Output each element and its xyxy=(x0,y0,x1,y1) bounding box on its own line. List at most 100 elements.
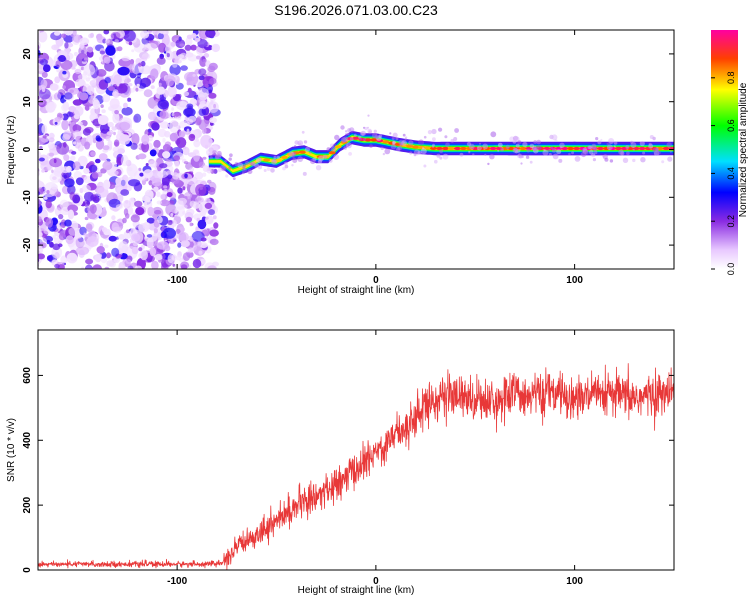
noise-speck xyxy=(34,137,38,141)
ridge-halo-speck xyxy=(392,132,398,138)
ridge-peak xyxy=(328,151,336,155)
noise-speck xyxy=(38,150,42,160)
noise-speck xyxy=(182,186,186,191)
ridge-halo-speck xyxy=(234,161,239,167)
noise-speck xyxy=(33,152,38,157)
noise-speck xyxy=(186,128,190,133)
ridge-halo-speck xyxy=(595,137,599,141)
noise-speck xyxy=(72,161,81,171)
noise-speck xyxy=(177,187,183,194)
noise-speck xyxy=(111,222,120,233)
noise-speck xyxy=(52,243,61,251)
ridge-halo-speck xyxy=(292,158,298,163)
noise-speck xyxy=(75,246,90,256)
noise-speck xyxy=(157,99,170,110)
noise-speck xyxy=(207,265,217,269)
noise-speck xyxy=(117,146,121,150)
noise-speck xyxy=(48,137,55,143)
noise-speck xyxy=(135,207,145,216)
ridge-halo-speck xyxy=(505,144,510,149)
ridge-halo-speck xyxy=(423,164,427,168)
ridge-halo-speck xyxy=(489,154,495,160)
ridge-halo-speck xyxy=(533,140,538,144)
noise-speck xyxy=(38,245,44,254)
ridge-halo-speck xyxy=(328,159,333,163)
noise-speck xyxy=(198,108,207,116)
noise-speck xyxy=(176,137,187,149)
y-tick-label: 400 xyxy=(22,431,33,448)
colorbar-tick-label: 0.6 xyxy=(726,119,736,132)
ridge-halo-speck xyxy=(453,137,458,141)
colorbar-gradient xyxy=(711,30,738,269)
noise-speck xyxy=(148,180,153,186)
noise-speck xyxy=(200,237,207,242)
snr-plot-area xyxy=(38,330,674,570)
ridge-halo-speck xyxy=(398,139,404,146)
noise-speck xyxy=(80,161,85,167)
ridge-halo-speck xyxy=(297,156,304,163)
noise-speck xyxy=(175,255,182,261)
noise-speck xyxy=(38,231,43,238)
ridge-peak xyxy=(519,146,527,151)
noise-speck xyxy=(141,141,150,153)
ridge-halo-speck xyxy=(408,140,414,146)
ridge-halo-speck xyxy=(272,158,276,163)
ridge-halo-speck xyxy=(303,140,308,144)
colorbar-tick-label: 0.2 xyxy=(726,215,736,228)
noise-speck xyxy=(72,141,77,145)
ridge-halo-speck xyxy=(340,125,345,130)
noise-speck xyxy=(45,217,54,228)
ridge-halo-speck xyxy=(367,114,370,117)
noise-speck xyxy=(208,186,216,195)
noise-speck xyxy=(199,100,208,110)
noise-speck xyxy=(74,51,78,57)
ridge-halo-speck xyxy=(212,150,217,155)
ridge-halo-speck xyxy=(652,147,659,154)
noise-speck xyxy=(46,190,50,194)
ridge-halo-speck xyxy=(548,152,552,156)
y-tick-label: -10 xyxy=(22,190,33,205)
noise-speck xyxy=(75,78,85,87)
noise-speck xyxy=(113,131,116,136)
noise-speck xyxy=(85,223,93,232)
ridge-halo-speck xyxy=(551,148,557,153)
noise-speck xyxy=(150,68,159,80)
noise-speck xyxy=(69,89,74,93)
ridge-halo-speck xyxy=(229,153,233,157)
noise-speck xyxy=(83,64,96,76)
ridge-halo-speck xyxy=(556,149,562,155)
ridge-halo-speck xyxy=(568,152,571,156)
ridge-halo-speck xyxy=(266,167,271,172)
ridge-halo-speck xyxy=(333,143,336,146)
noise-speck xyxy=(47,141,55,150)
noise-speck xyxy=(208,209,215,216)
ridge-halo-speck xyxy=(228,157,232,161)
noise-speck xyxy=(54,31,61,36)
ridge-halo-speck xyxy=(479,142,481,145)
noise-speck xyxy=(162,144,171,152)
ridge-halo-speck xyxy=(436,153,441,158)
noise-speck xyxy=(91,171,99,179)
noise-speck xyxy=(134,265,142,269)
noise-speck xyxy=(153,228,158,234)
noise-speck xyxy=(127,97,132,102)
noise-speck xyxy=(162,137,166,143)
ridge-halo-speck xyxy=(640,157,646,163)
noise-speck xyxy=(128,41,133,46)
noise-speck xyxy=(92,196,100,204)
noise-speck xyxy=(116,83,120,87)
y-tick-label: 0 xyxy=(22,567,33,573)
noise-speck xyxy=(115,204,124,210)
noise-speck xyxy=(165,170,175,177)
noise-speck xyxy=(123,199,131,209)
ridge-halo-speck xyxy=(639,140,645,147)
noise-speck xyxy=(84,104,90,111)
noise-speck xyxy=(157,216,163,224)
noise-speck xyxy=(92,264,102,269)
noise-speck xyxy=(158,42,167,53)
noise-speck xyxy=(167,219,173,226)
noise-speck xyxy=(63,130,72,140)
noise-speck xyxy=(54,121,58,125)
noise-speck xyxy=(109,98,120,109)
noise-speck xyxy=(213,103,217,109)
